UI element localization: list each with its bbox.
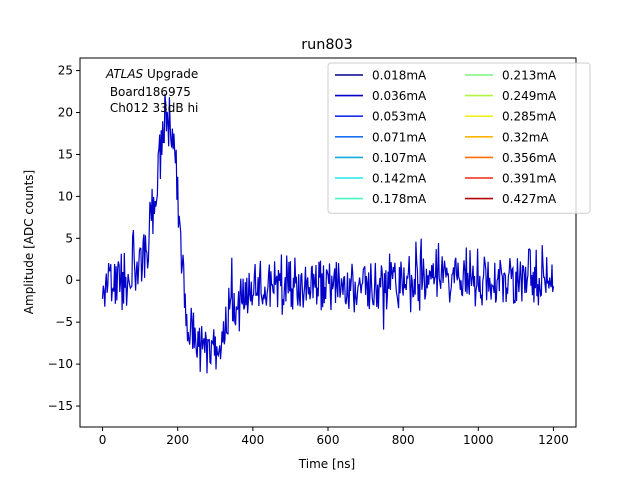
x-tick-label: 0 [99,433,107,447]
series-trace [101,93,555,374]
atlas-annotation: ATLAS Upgrade Board186975 Ch012 33dB hi [105,67,198,115]
legend-entry: 0.036mA [372,89,427,103]
y-tick-label: 10 [58,189,73,203]
legend-entry: 0.142mA [372,172,427,186]
svg-text:ATLAS Upgrade: ATLAS Upgrade [105,67,198,81]
legend-entry: 0.018mA [372,69,427,83]
waveform-line [101,93,555,374]
legend-entry: 0.071mA [372,130,427,144]
legend-entry: 0.178mA [372,192,427,206]
x-tick-label: 200 [166,433,189,447]
legend-entry: 0.427mA [502,192,557,206]
legend-entry: 0.107mA [372,151,427,165]
channel-label: Ch012 33dB hi [106,101,198,115]
legend-entry: 0.213mA [502,69,557,83]
x-axis-label: Time [ns] [298,457,355,471]
legend-entry: 0.053mA [372,110,427,124]
legend-entry: 0.32mA [502,130,549,144]
legend: 0.018mA 0.036mA 0.053mA 0.071mA 0.107mA 0.142… [327,62,591,214]
chart-title: run803 [301,37,353,53]
legend-entry: 0.356mA [502,151,557,165]
legend-entry: 0.285mA [502,110,557,124]
legend-box [327,62,591,214]
x-tick-label: 600 [317,433,340,447]
board-label: Board186975 [106,85,191,99]
x-tick-label: 800 [392,433,415,447]
axis-ticks: 0 200 400 600 800 1000 1200 −15 −10 −5 0 5 10 15 20 25 [48,64,569,447]
legend-entry: 0.249mA [502,89,557,103]
y-tick-label: −15 [48,399,73,413]
x-tick-label: 1200 [538,433,569,447]
y-tick-label: 5 [65,231,73,245]
y-axis-label: Amplitude [ADC counts] [22,170,36,314]
upgrade-label: Upgrade [143,67,198,81]
y-tick-label: −5 [55,315,73,329]
y-tick-label: 25 [58,64,73,78]
y-tick-label: 0 [65,273,73,287]
y-tick-label: 15 [58,147,73,161]
legend-entry: 0.391mA [502,172,557,186]
y-tick-label: −10 [48,357,73,371]
atlas-label: ATLAS [105,67,144,81]
x-tick-label: 400 [241,433,264,447]
y-tick-label: 20 [58,106,73,120]
x-tick-label: 1000 [463,433,494,447]
